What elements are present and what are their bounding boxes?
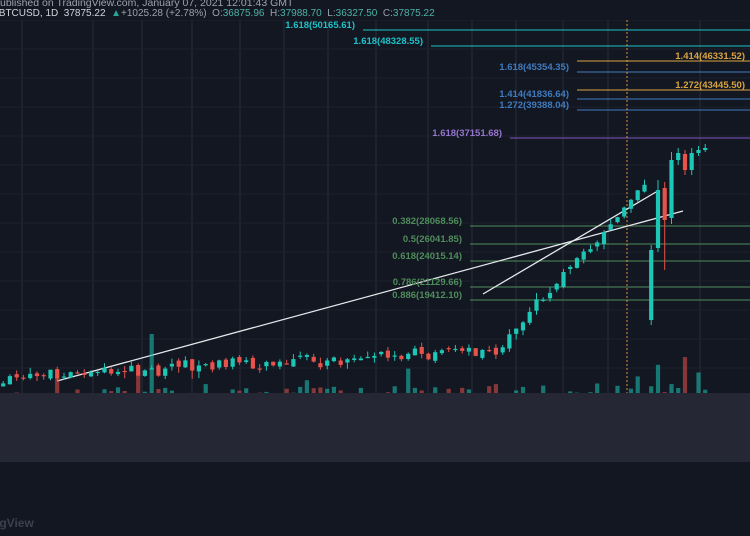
svg-text:1.618(45354.35): 1.618(45354.35)	[499, 62, 569, 73]
svg-text:0.382(28068.56): 0.382(28068.56)	[392, 216, 462, 227]
svg-text:0.618(24015.14): 0.618(24015.14)	[392, 251, 462, 262]
svg-text:0.786(21129.66): 0.786(21129.66)	[393, 277, 462, 288]
svg-text:1.272(43445.50): 1.272(43445.50)	[675, 80, 745, 91]
svg-text:1.618(48328.55): 1.618(48328.55)	[353, 36, 423, 47]
svg-text:0.886(19412.10): 0.886(19412.10)	[392, 290, 462, 301]
svg-text:1.414(46331.52): 1.414(46331.52)	[675, 51, 745, 62]
svg-text:0.5(26041.85): 0.5(26041.85)	[403, 234, 462, 245]
svg-text:1.272(39388.04): 1.272(39388.04)	[499, 100, 569, 111]
svg-text:1.618(37151.68): 1.618(37151.68)	[432, 128, 502, 139]
svg-text:1.414(41836.64): 1.414(41836.64)	[499, 89, 569, 100]
svg-text:1.618(50165.61): 1.618(50165.61)	[285, 20, 355, 31]
